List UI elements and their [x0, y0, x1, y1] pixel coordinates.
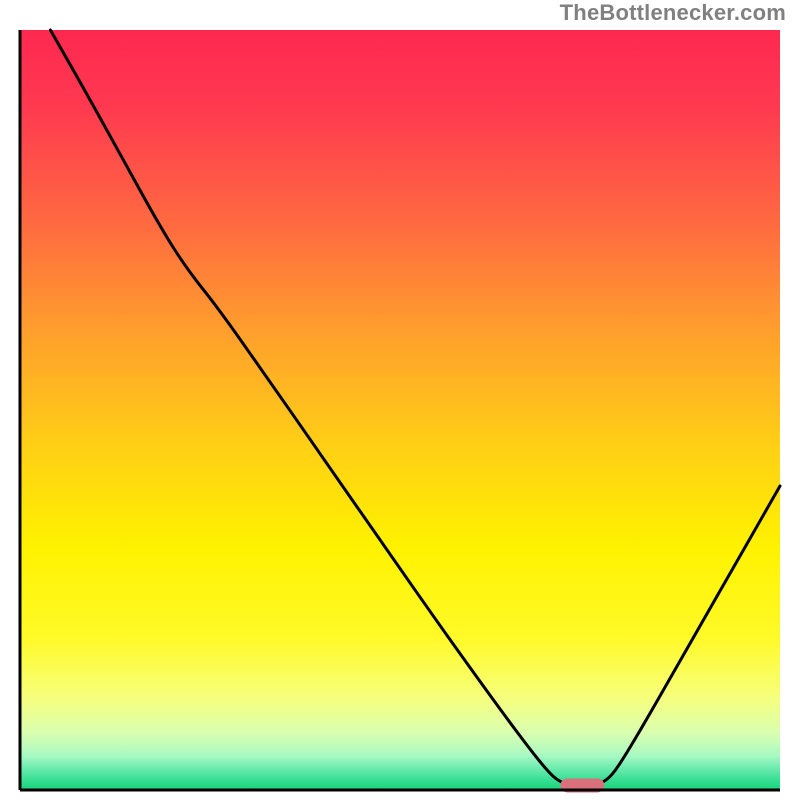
- plot-background: [20, 30, 780, 790]
- watermark-text: TheBottlenecker.com: [560, 0, 786, 26]
- plot-area: [20, 30, 780, 792]
- chart-container: TheBottlenecker.com: [0, 0, 800, 800]
- chart-svg: [0, 0, 800, 800]
